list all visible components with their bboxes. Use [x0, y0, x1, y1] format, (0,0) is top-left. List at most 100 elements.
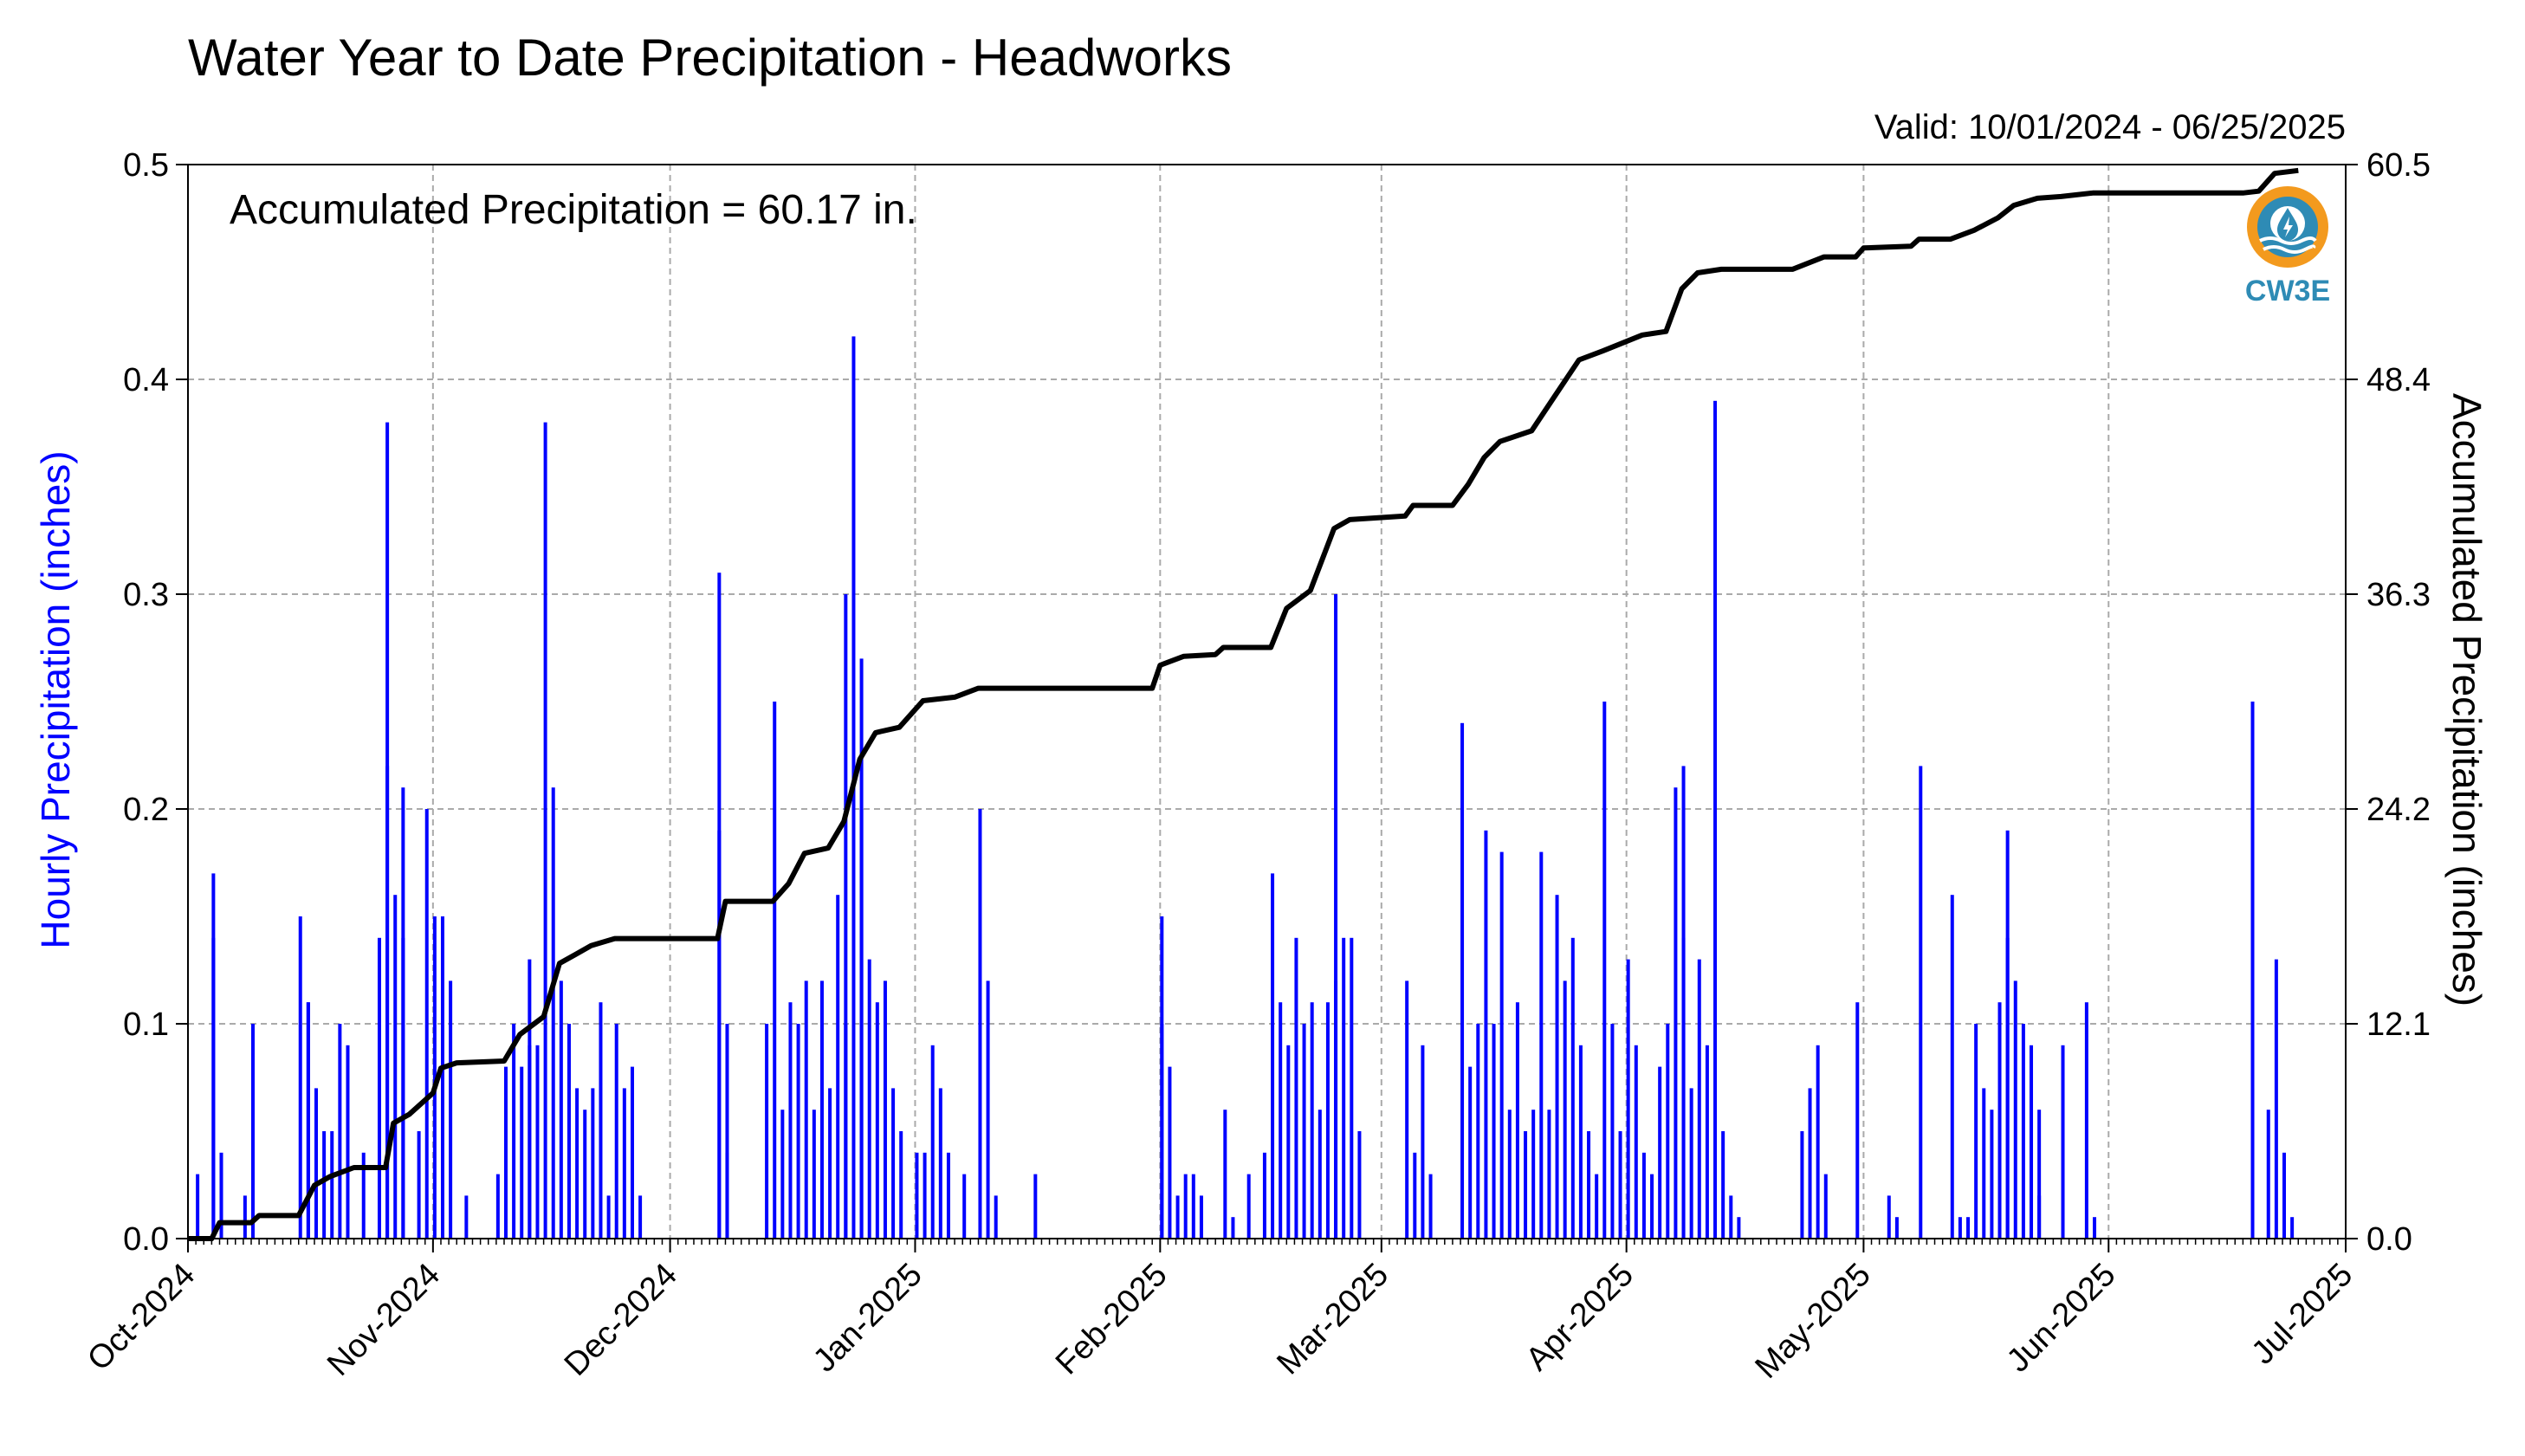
hourly-bar: [1515, 1002, 1519, 1239]
wave-icon: [2259, 236, 2317, 245]
hourly-bar: [2250, 702, 2255, 1239]
hourly-bar: [1887, 1195, 1891, 1239]
hourly-bar: [875, 1002, 879, 1239]
logo-text: CW3E: [2245, 275, 2330, 307]
y2-tick-label: 12.1: [2366, 1006, 2431, 1043]
hourly-bar: [1737, 1217, 1741, 1239]
x-tick-label: Feb-2025: [1049, 1257, 1175, 1382]
hourly-bar: [1547, 1110, 1551, 1239]
hourly-bar: [1160, 916, 1164, 1239]
hourly-bar: [520, 1066, 524, 1239]
hourly-bar: [1800, 1131, 1804, 1239]
hourly-bar: [346, 1045, 350, 1239]
y2-tick-label: 0.0: [2366, 1221, 2412, 1258]
hourly-bar: [630, 1066, 634, 1239]
hourly-bar: [1421, 1045, 1425, 1239]
hourly-bar: [638, 1195, 643, 1239]
y-tick-label: 0.3: [123, 577, 169, 613]
hourly-bar: [583, 1110, 587, 1239]
hourly-bar: [1595, 1174, 1599, 1239]
hourly-bar: [243, 1195, 247, 1239]
hourly-bars: [196, 336, 2295, 1239]
y2-tick-label: 48.4: [2366, 362, 2431, 398]
y-axis-label: Hourly Precipitation (inches): [33, 450, 78, 948]
hourly-bar: [1634, 1045, 1638, 1239]
hourly-bar: [1334, 594, 1338, 1239]
hourly-bar: [322, 1131, 327, 1239]
hourly-bar: [2290, 1217, 2295, 1239]
hourly-bar: [1484, 830, 1488, 1239]
hourly-bar: [2061, 1045, 2065, 1239]
hourly-bar: [2266, 1110, 2270, 1239]
x-tick-label: Mar-2025: [1270, 1257, 1395, 1382]
hourly-bar: [2013, 980, 2017, 1239]
hourly-bar: [314, 1088, 318, 1239]
y-tick-label: 0.0: [123, 1221, 169, 1258]
hourly-bar: [298, 916, 302, 1239]
chart-subtitle: Valid: 10/01/2024 - 06/25/2025: [1874, 108, 2346, 146]
hourly-bar: [1507, 1110, 1512, 1239]
x-tick-label: Oct-2024: [81, 1257, 202, 1378]
hourly-bar: [899, 1131, 903, 1239]
accumulated-line: [188, 167, 2299, 1241]
hourly-bar: [867, 959, 871, 1239]
hourly-bar: [338, 1024, 342, 1239]
hourly-bar: [1262, 1152, 1266, 1239]
hourly-bar: [1294, 937, 1298, 1239]
x-tick-label: Dec-2024: [558, 1257, 684, 1383]
hourly-bar: [1641, 1152, 1646, 1239]
y-tick-label: 0.2: [123, 792, 169, 828]
hourly-bar: [1982, 1088, 1986, 1239]
hourly-bar: [819, 980, 824, 1239]
hourly-bar: [1279, 1002, 1283, 1239]
hourly-bar: [1894, 1217, 1899, 1239]
hourly-bar: [1476, 1024, 1480, 1239]
hourly-bar: [780, 1110, 785, 1239]
hourly-bar: [2282, 1152, 2287, 1239]
hourly-bar: [883, 980, 887, 1239]
hourly-bar: [804, 980, 808, 1239]
hourly-bar: [1405, 980, 1409, 1239]
hourly-bar: [1808, 1088, 1812, 1239]
hourly-bar: [1499, 851, 1504, 1239]
hourly-bar: [994, 1195, 998, 1239]
hourly-bar: [1539, 851, 1544, 1239]
hourly-bar: [1570, 937, 1575, 1239]
hourly-bar: [424, 809, 429, 1239]
hourly-bar: [575, 1088, 579, 1239]
hourly-bar: [512, 1024, 516, 1239]
hourly-bar: [464, 1195, 469, 1239]
hourly-bar: [765, 1024, 769, 1239]
x-tick-label: Jul-2025: [2245, 1257, 2360, 1372]
hourly-bar: [591, 1088, 595, 1239]
hourly-bar: [1428, 1174, 1433, 1239]
x-tick-label: Nov-2024: [320, 1257, 447, 1383]
hourly-bar: [1602, 702, 1607, 1239]
hourly-bar: [1492, 1024, 1496, 1239]
hourly-bar: [1816, 1045, 1820, 1239]
hourly-bar: [614, 1024, 618, 1239]
hourly-bar: [495, 1174, 500, 1239]
hourly-bar: [385, 766, 390, 1239]
hourly-bar: [986, 980, 990, 1239]
hourly-bar: [1721, 1131, 1725, 1239]
accumulated-annotation: Accumulated Precipitation = 60.17 in.: [230, 187, 917, 233]
wave-icon-2: [2263, 244, 2316, 254]
hourly-bar: [528, 959, 532, 1239]
hourly-bar: [1325, 1002, 1330, 1239]
hourly-bar: [503, 1066, 508, 1239]
hourly-bar: [1855, 1002, 1860, 1239]
hourly-bar: [219, 1152, 223, 1239]
hourly-bar: [1823, 1174, 1828, 1239]
y2-tick-label: 60.5: [2366, 147, 2431, 184]
y-tick-label: 0.5: [123, 147, 169, 184]
hourly-bar: [938, 1088, 942, 1239]
accumulated-line-group: [188, 167, 2299, 1241]
hourly-bar: [836, 895, 840, 1239]
x-tick-label: May-2025: [1749, 1257, 1878, 1386]
hourly-bar: [717, 830, 722, 1239]
hourly-bar: [1713, 400, 1718, 1239]
hourly-bar: [1413, 1152, 1417, 1239]
hourly-bar: [1689, 1088, 1693, 1239]
